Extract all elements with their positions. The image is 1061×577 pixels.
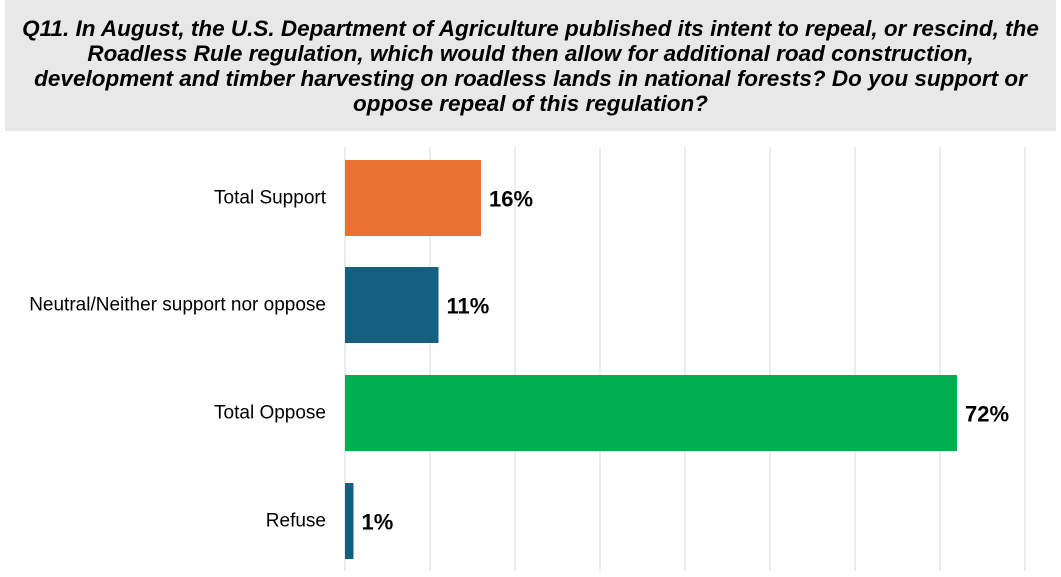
chart-title-box: Q11. In August, the U.S. Department of A… bbox=[5, 0, 1056, 131]
bar-3 bbox=[345, 483, 354, 559]
category-label-3: Refuse bbox=[266, 511, 326, 532]
bar-0 bbox=[345, 160, 481, 236]
category-label-0: Total Support bbox=[214, 188, 327, 209]
value-label-2: 72% bbox=[965, 402, 1009, 427]
category-label-2: Total Oppose bbox=[214, 403, 326, 424]
bar-2 bbox=[345, 375, 957, 451]
bars bbox=[345, 160, 957, 559]
bar-1 bbox=[345, 267, 439, 343]
category-label-1: Neutral/Neither support nor oppose bbox=[29, 295, 326, 316]
chart-title: Q11. In August, the U.S. Department of A… bbox=[22, 15, 1039, 116]
value-label-1: 11% bbox=[447, 294, 490, 319]
value-label-3: 1% bbox=[362, 510, 394, 535]
bar-chart: Total Support 16% Neutral/Neither support … bbox=[29, 147, 1026, 571]
labels: Total Support 16% Neutral/Neither support … bbox=[29, 187, 1009, 535]
value-label-0: 16% bbox=[489, 187, 533, 212]
